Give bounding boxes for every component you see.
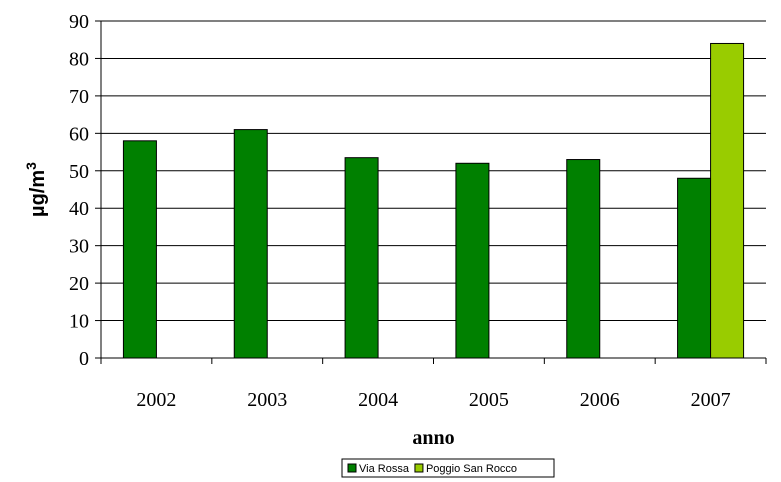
legend-label-via-rossa: Via Rossa <box>359 463 410 475</box>
y-tick-label: 10 <box>69 311 89 333</box>
x-axis-label: anno <box>412 427 454 449</box>
y-tick-label: 50 <box>69 161 89 183</box>
y-tick-label: 70 <box>69 86 89 108</box>
legend-swatch-poggio-san-rocco <box>414 463 424 473</box>
bar-via-rossa-2002 <box>122 140 157 359</box>
y-tick-label: 90 <box>69 11 89 33</box>
y-tick-label: 40 <box>69 198 89 220</box>
bar-via-rossa-2004 <box>344 157 379 359</box>
y-tick-label: 20 <box>69 273 89 295</box>
y-tick-label: 30 <box>69 236 89 258</box>
x-tick-label: 2003 <box>247 389 287 411</box>
y-axis-label-unit: µg/m <box>27 170 49 217</box>
x-tick-label: 2004 <box>358 389 398 411</box>
bar-via-rossa-2005 <box>455 162 490 359</box>
bar-poggio-san-rocco-2007 <box>710 42 745 359</box>
y-tick-label: 60 <box>69 123 89 145</box>
x-tick-label: 2002 <box>136 389 176 411</box>
bar-via-rossa-2006 <box>566 159 601 359</box>
bar-via-rossa-2007 <box>677 177 712 359</box>
y-axis-label: µg/m3 <box>23 162 49 217</box>
x-tick-label: 2007 <box>691 389 731 411</box>
y-axis-label-superscript: 3 <box>23 162 39 170</box>
x-tick-label: 2005 <box>469 389 509 411</box>
y-tick-label: 0 <box>79 348 89 370</box>
y-tick-label: 80 <box>69 48 89 70</box>
grid-lines <box>101 20 766 322</box>
legend-swatch-via-rossa <box>347 463 357 473</box>
bars <box>122 42 745 359</box>
x-tick-labels: 2002 2003 2004 2005 2006 2007 <box>136 389 730 411</box>
legend: Via Rossa Poggio San Rocco <box>341 458 555 478</box>
axes <box>95 20 767 364</box>
bar-via-rossa-2003 <box>233 129 268 359</box>
legend-label-poggio-san-rocco: Poggio San Rocco <box>426 463 517 475</box>
legend-box <box>341 458 555 478</box>
x-tick-label: 2006 <box>580 389 620 411</box>
y-tick-labels: 0 10 20 30 40 50 60 70 80 90 <box>69 11 89 370</box>
